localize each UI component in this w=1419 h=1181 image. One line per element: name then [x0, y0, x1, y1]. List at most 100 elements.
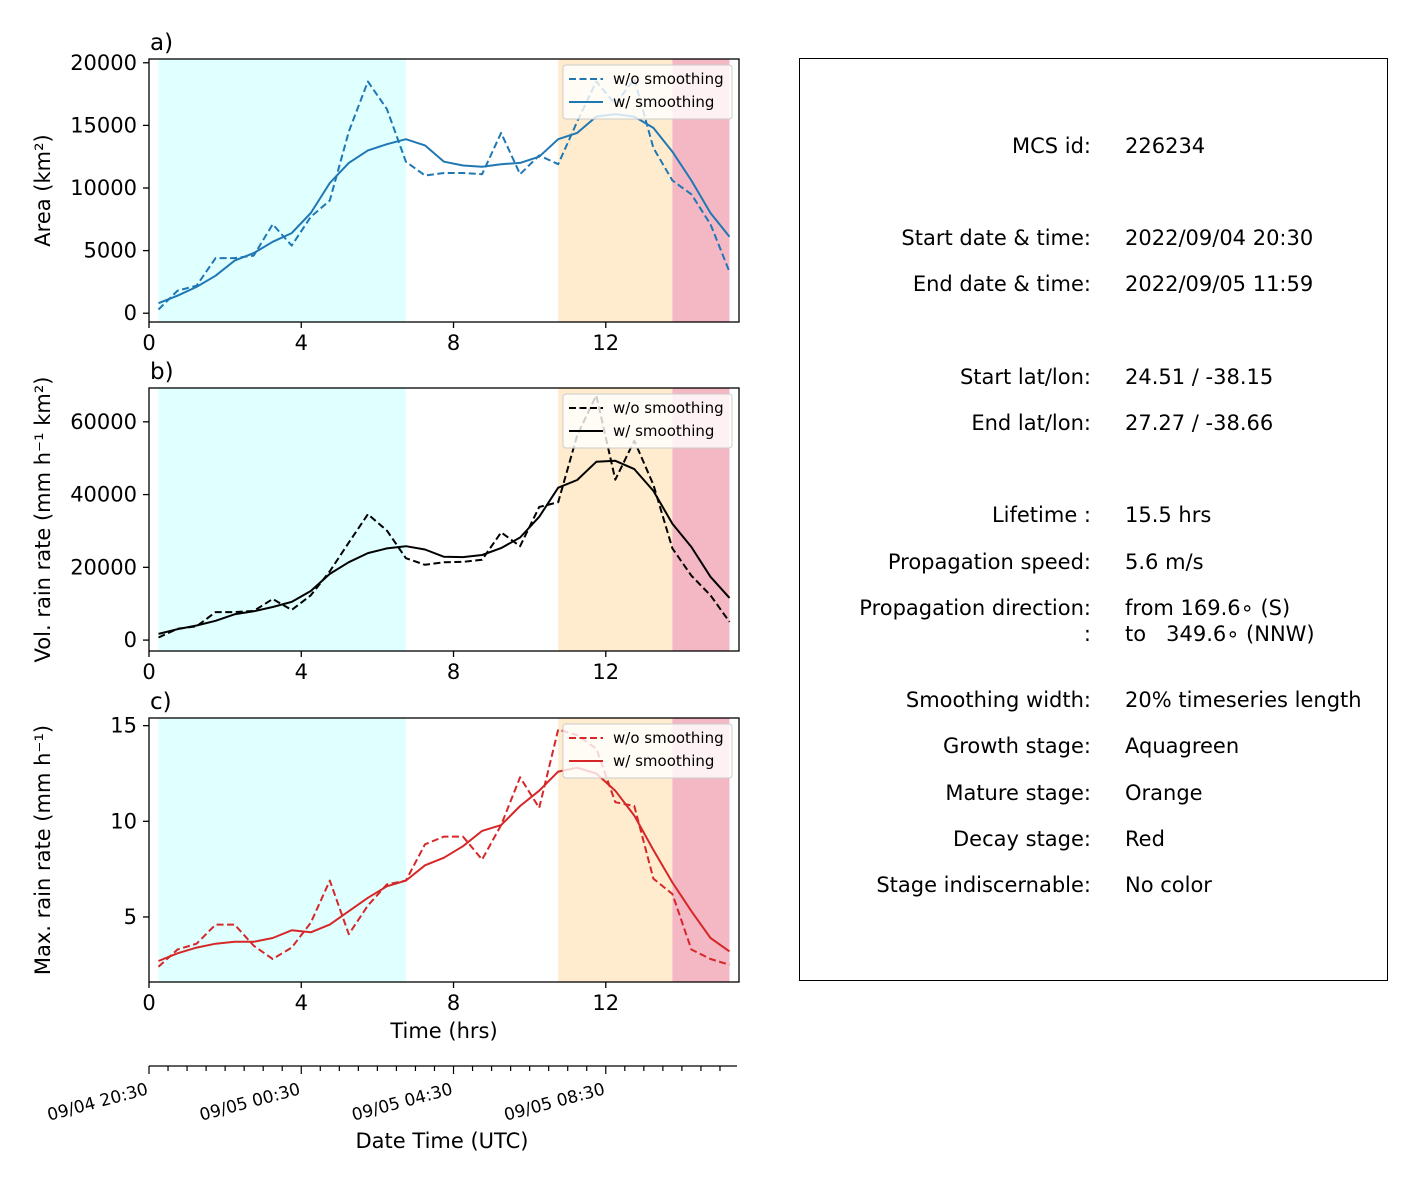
panel-label: c) [150, 689, 172, 715]
legend: w/o smoothing w/ smoothing [562, 393, 733, 449]
x-tick-label: 12 [592, 331, 619, 355]
x-tick-label: 4 [295, 991, 308, 1015]
info-value: 226234 [1125, 134, 1206, 158]
x-tick-label: 0 [142, 331, 155, 355]
x-tick-label: 4 [295, 331, 308, 355]
y-tick-label: 0 [124, 301, 137, 325]
y-tick-label: 20000 [70, 51, 137, 75]
series-line-with-smoothing [158, 459, 731, 635]
series-line-without-smoothing [157, 728, 730, 968]
legend-entry: w/o smoothing [613, 399, 724, 417]
legend-entry: w/ smoothing [613, 422, 714, 440]
info-row: End date & time: 2022/09/05 11:59 [800, 271, 1387, 297]
x-tick-label: 8 [447, 991, 460, 1015]
legend-entry: w/ smoothing [613, 752, 714, 770]
legend-entry: w/ smoothing [613, 93, 714, 111]
y-tick-label: 10 [110, 809, 137, 833]
x-tick-label: 0 [142, 660, 155, 684]
chart-panel-2: 0 4 8 12 5 10 15 c) Max. rain rate (mm h⁻¹) Time … [31, 689, 740, 1043]
y-tick-label: 15 [110, 714, 137, 738]
info-row: Start date & time: 2022/09/04 20:30 [800, 225, 1387, 251]
legend-entry: w/o smoothing [613, 70, 724, 88]
date-tick-label: 09/05 08:30 [502, 1080, 607, 1126]
chart-panel-1: 0 4 8 12 0 20000 40000 60000 b) Vol. rain rate (m… [31, 359, 740, 684]
info-value: No color [1125, 873, 1212, 897]
date-axis-label: Date Time (UTC) [356, 1129, 529, 1153]
info-label: Lifetime : [991, 503, 1091, 527]
x-tick-label: 12 [592, 660, 619, 684]
info-label: Start lat/lon: [959, 365, 1091, 389]
series-line-with-smoothing [158, 766, 731, 962]
axes-frame [148, 387, 740, 652]
info-row: Decay stage: Red [800, 826, 1387, 852]
info-value: Orange [1125, 781, 1203, 805]
info-row: : to 349.6∘ (NNW) [800, 621, 1387, 647]
y-tick-label: 0 [124, 628, 137, 652]
series-line-without-smoothing [157, 78, 731, 311]
stage-span-growth-stage [158, 59, 406, 322]
x-tick-label: 12 [592, 991, 619, 1015]
info-label: Growth stage: [942, 734, 1091, 758]
info-label: Mature stage: [945, 781, 1091, 805]
axes-frame [148, 58, 740, 323]
info-value: Red [1125, 827, 1165, 851]
info-row: Propagation speed: 5.6 m/s [800, 549, 1387, 575]
info-value: from 169.6∘ (S) [1125, 596, 1291, 620]
info-value: 24.51 / -38.15 [1125, 365, 1274, 389]
series-group [157, 728, 731, 968]
info-row: Lifetime : 15.5 hrs [800, 502, 1387, 528]
info-label: : [1083, 622, 1091, 646]
x-tick-label: 8 [447, 331, 460, 355]
info-label: Decay stage: [953, 827, 1091, 851]
info-row: Smoothing width: 20% timeseries length [800, 687, 1387, 713]
legend-frame [562, 393, 733, 449]
info-value: 27.27 / -38.66 [1125, 411, 1274, 435]
mcs-info-box: MCS id: 226234 Start date & time: 2022/09/0… [799, 58, 1388, 981]
y-axis-label: Max. rain rate (mm h⁻¹) [31, 725, 55, 975]
info-label: End date & time: [912, 272, 1091, 296]
info-label: Stage indiscernable: [876, 873, 1091, 897]
info-row: Propagation direction: from 169.6∘ (S) [800, 595, 1387, 621]
y-axis-label: Vol. rain rate (mm h⁻¹ km²) [31, 377, 55, 663]
info-row: Mature stage: Orange [800, 780, 1387, 806]
date-tick-label: 09/04 20:30 [45, 1080, 150, 1126]
info-value: 5.6 m/s [1125, 550, 1204, 574]
info-value: 20% timeseries length [1125, 688, 1362, 712]
legend: w/o smoothing w/ smoothing [562, 723, 733, 779]
y-tick-label: 5000 [84, 239, 137, 263]
y-axis-label: Area (km²) [31, 134, 55, 246]
info-row: MCS id: 226234 [800, 133, 1387, 159]
y-tick-label: 15000 [70, 113, 137, 137]
panel-label: b) [150, 359, 174, 385]
x-axis-label: Time (hrs) [389, 1019, 497, 1043]
x-tick-label: 4 [295, 660, 308, 684]
info-row: End lat/lon: 27.27 / -38.66 [800, 410, 1387, 436]
info-label: Propagation direction: [859, 596, 1091, 620]
info-label: End lat/lon: [971, 411, 1091, 435]
x-tick-label: 0 [142, 991, 155, 1015]
y-tick-label: 20000 [70, 555, 137, 579]
info-value: to 349.6∘ (NNW) [1125, 622, 1315, 646]
legend: w/o smoothing w/ smoothing [562, 64, 733, 120]
info-label: Smoothing width: [905, 688, 1091, 712]
info-value: 2022/09/05 11:59 [1125, 272, 1314, 296]
x-tick-label: 8 [447, 660, 460, 684]
info-label: Start date & time: [901, 226, 1091, 250]
y-tick-label: 5 [124, 905, 137, 929]
legend-frame [562, 64, 733, 120]
info-value: Aquagreen [1125, 734, 1240, 758]
stage-span-growth-stage [158, 718, 406, 982]
chart-panel-0: 0 4 8 12 0 5000 10000 15000 20000 a) Area (km²) w/o… [31, 30, 740, 355]
info-row: Stage indiscernable: No color [800, 872, 1387, 898]
stage-span-growth-stage [158, 388, 406, 651]
y-tick-label: 40000 [70, 483, 137, 507]
info-label: Propagation speed: [887, 550, 1091, 574]
legend-frame [562, 723, 733, 779]
axes-frame [148, 717, 740, 983]
info-value: 15.5 hrs [1125, 503, 1212, 527]
info-label: MCS id: [1011, 134, 1091, 158]
y-tick-label: 60000 [70, 410, 137, 434]
date-time-axis: 09/04 20:30 09/05 00:30 09/05 04:30 09/05 0… [45, 1065, 737, 1153]
info-value: 2022/09/04 20:30 [1125, 226, 1314, 250]
